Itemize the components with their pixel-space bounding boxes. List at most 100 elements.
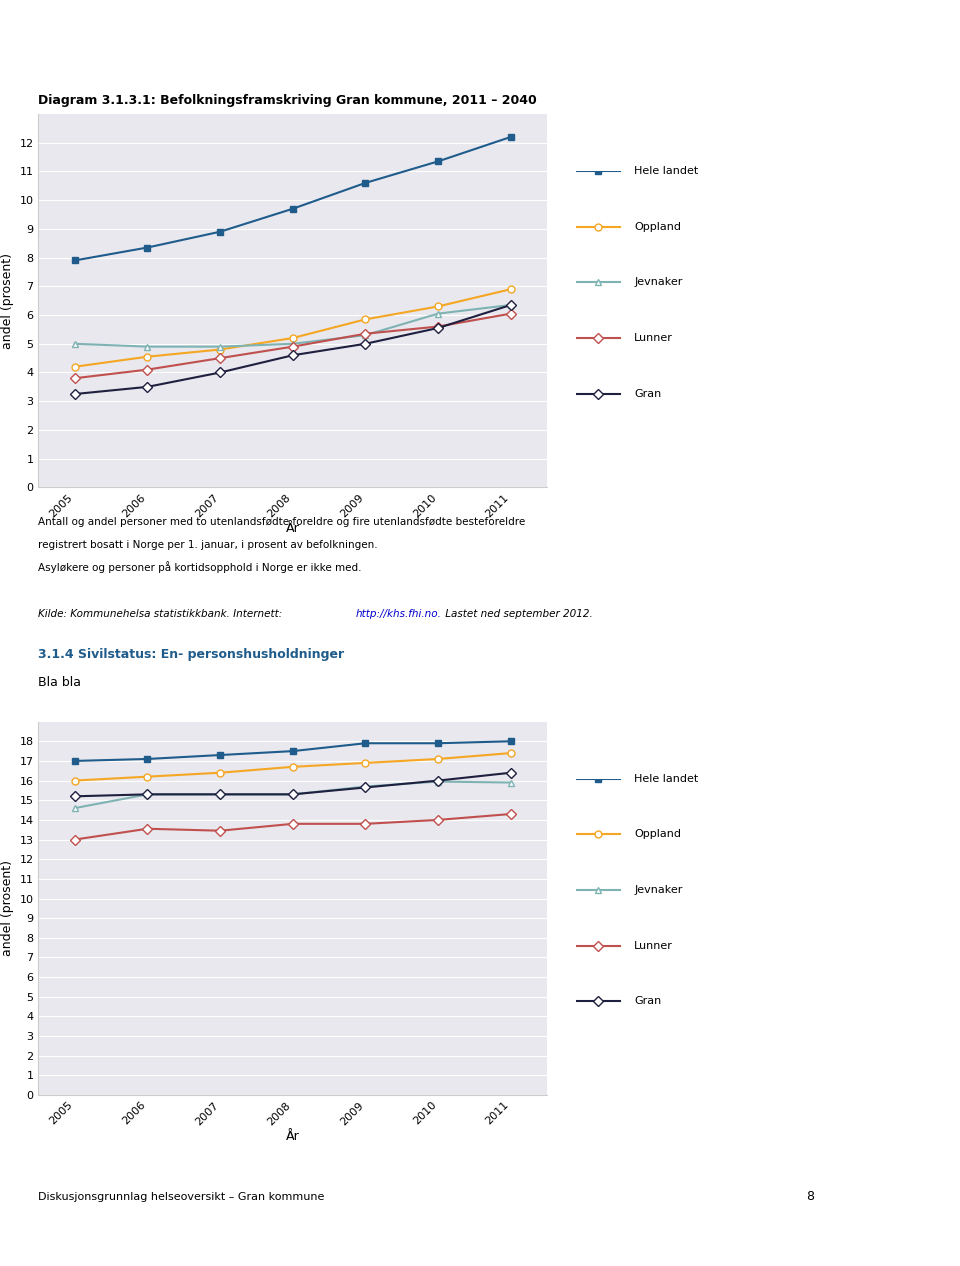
Text: Oppland: Oppland (635, 829, 682, 839)
Jevnaker (287, 786, 299, 801)
Gran (214, 365, 226, 380)
Oppland (142, 349, 154, 365)
Text: Lunner: Lunner (635, 941, 673, 951)
Gran (142, 786, 154, 801)
Lunner (287, 817, 299, 832)
Oppland (360, 756, 372, 771)
Lunner (360, 817, 372, 832)
Jevnaker (142, 339, 154, 354)
Text: http://khs.fhi.no.: http://khs.fhi.no. (355, 609, 441, 619)
Text: Lunner: Lunner (635, 333, 673, 343)
Lunner (432, 319, 444, 334)
Gran (287, 348, 299, 363)
Text: Gran: Gran (635, 996, 661, 1006)
Jevnaker (214, 786, 226, 801)
Gran (69, 386, 81, 401)
Line: Lunner: Lunner (71, 810, 515, 843)
Hele landet (214, 747, 226, 762)
Line: Gran: Gran (71, 770, 515, 800)
Line: Lunner: Lunner (71, 310, 515, 382)
Lunner (69, 371, 81, 386)
Text: Hele landet: Hele landet (635, 166, 699, 176)
Text: Diagram 3.1.3.1: Befolkningsframskriving Gran kommune, 2011 – 2040: Diagram 3.1.3.1: Befolkningsframskriving… (38, 94, 538, 106)
Gran (432, 320, 444, 335)
Text: 3.1.4 Sivilstatus: En- personshusholdninger: 3.1.4 Sivilstatus: En- personshusholdnin… (38, 648, 345, 661)
Text: Lastet ned september 2012.: Lastet ned september 2012. (442, 609, 592, 619)
Jevnaker (69, 800, 81, 815)
Jevnaker (142, 786, 154, 801)
Jevnaker (69, 337, 81, 352)
Oppland (432, 299, 444, 314)
Line: Oppland: Oppland (71, 286, 515, 370)
Gran (360, 780, 372, 795)
Jevnaker (214, 339, 226, 354)
Gran (69, 789, 81, 804)
Jevnaker (432, 306, 444, 322)
Oppland (505, 281, 516, 296)
Jevnaker (505, 298, 516, 313)
Text: 8: 8 (806, 1190, 814, 1203)
Y-axis label: andel (prosent): andel (prosent) (1, 253, 13, 348)
Oppland (505, 746, 516, 761)
Hele landet (142, 751, 154, 766)
Hele landet (287, 201, 299, 216)
Line: Jevnaker: Jevnaker (71, 301, 515, 351)
Lunner (214, 351, 226, 366)
Text: Antall og andel personer med to utenlandsfødte foreldre og fire utenlandsfødte b: Antall og andel personer med to utenland… (38, 518, 526, 528)
Lunner (505, 806, 516, 822)
Hele landet (69, 253, 81, 268)
Hele landet (432, 153, 444, 168)
Line: Hele landet: Hele landet (71, 133, 515, 263)
Lunner (432, 813, 444, 828)
Oppland (287, 330, 299, 346)
Text: Hele landet: Hele landet (635, 774, 699, 784)
Oppland (214, 765, 226, 780)
Lunner (360, 327, 372, 342)
X-axis label: År: År (286, 522, 300, 536)
Lunner (142, 362, 154, 377)
Line: Jevnaker: Jevnaker (71, 779, 515, 812)
Oppland (214, 342, 226, 357)
Text: Gran: Gran (635, 389, 661, 399)
Hele landet (360, 736, 372, 751)
Oppland (142, 768, 154, 784)
Hele landet (505, 734, 516, 749)
Gran (287, 786, 299, 801)
Text: Oppland: Oppland (635, 222, 682, 232)
Gran (142, 380, 154, 395)
Lunner (287, 339, 299, 354)
Text: Jevnaker: Jevnaker (635, 277, 683, 287)
Hele landet (287, 743, 299, 758)
X-axis label: År: År (286, 1129, 300, 1143)
Text: Bla bla: Bla bla (38, 676, 82, 689)
Oppland (69, 774, 81, 789)
Jevnaker (505, 775, 516, 790)
Hele landet (214, 224, 226, 239)
Line: Hele landet: Hele landet (71, 738, 515, 765)
Jevnaker (360, 328, 372, 343)
Lunner (69, 832, 81, 847)
Gran (432, 774, 444, 789)
Gran (505, 765, 516, 780)
Oppland (360, 311, 372, 327)
Lunner (505, 306, 516, 322)
Text: Diskusjonsgrunnlag helseoversikt – Gran kommune: Diskusjonsgrunnlag helseoversikt – Gran … (38, 1193, 324, 1203)
Text: Kilde: Kommunehelsa statistikkbank. Internett:: Kilde: Kommunehelsa statistikkbank. Inte… (38, 609, 286, 619)
Lunner (142, 822, 154, 837)
Hele landet (142, 241, 154, 256)
Oppland (287, 760, 299, 775)
Text: registrert bosatt i Norge per 1. januar, i prosent av befolkningen.: registrert bosatt i Norge per 1. januar,… (38, 541, 378, 551)
Gran (214, 786, 226, 801)
Hele landet (360, 175, 372, 190)
Lunner (214, 823, 226, 838)
Jevnaker (287, 337, 299, 352)
Oppland (69, 360, 81, 375)
Hele landet (69, 753, 81, 768)
Gran (505, 298, 516, 313)
Y-axis label: andel (prosent): andel (prosent) (1, 861, 13, 956)
Hele landet (432, 736, 444, 751)
Hele landet (505, 129, 516, 144)
Jevnaker (432, 774, 444, 789)
Text: Asyløkere og personer på kortidsopphold i Norge er ikke med.: Asyløkere og personer på kortidsopphold … (38, 561, 362, 573)
Jevnaker (360, 779, 372, 794)
